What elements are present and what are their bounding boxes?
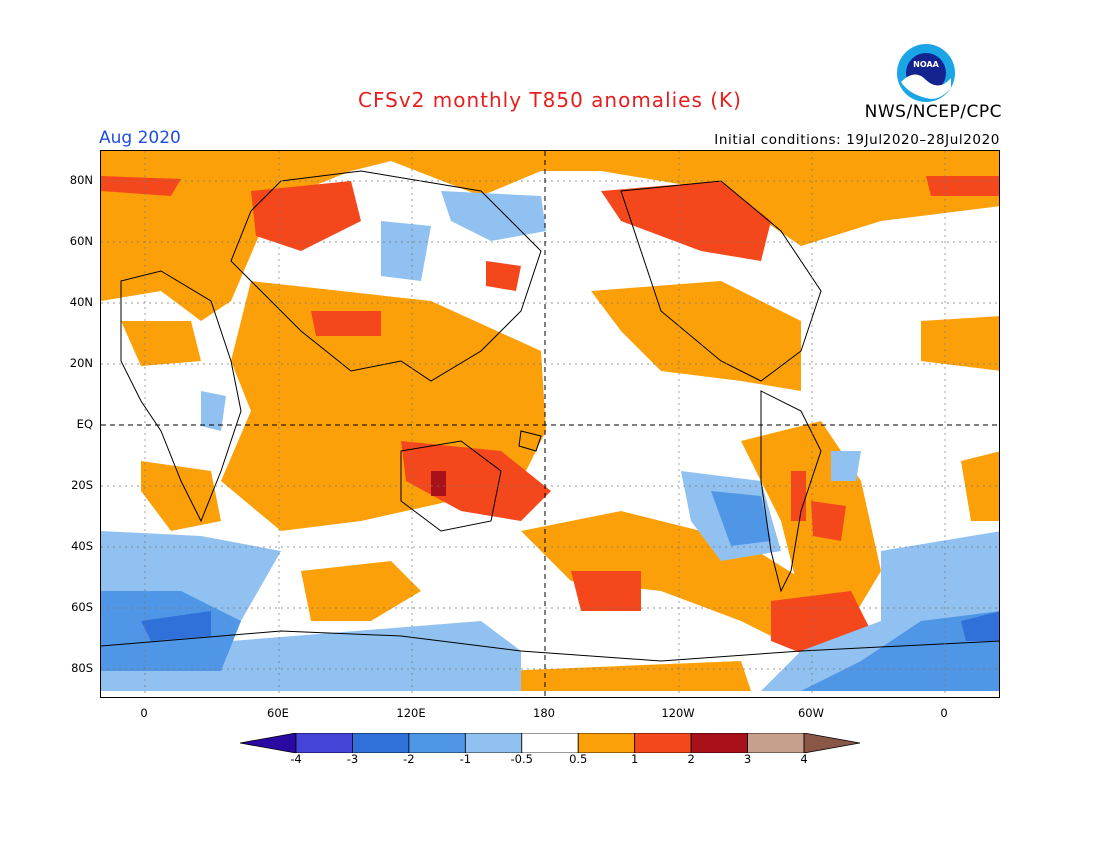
legend-swatch	[634, 732, 692, 754]
lon-tick: 120W	[661, 706, 695, 720]
lat-tick: 80N	[69, 173, 93, 187]
lat-tick: 60N	[69, 234, 93, 248]
lon-tick: 120E	[396, 706, 426, 720]
legend-swatch	[690, 732, 748, 754]
anomaly-fields	[101, 151, 999, 691]
lat-tick: 40N	[69, 295, 93, 309]
legend-label: 3	[743, 752, 752, 766]
legend-label: 1	[630, 752, 639, 766]
legend-swatch	[803, 732, 861, 754]
lon-tick: 0	[940, 706, 948, 720]
lat-tick: EQ	[76, 417, 93, 431]
legend-label: -2	[403, 752, 415, 766]
lon-tick: 60E	[267, 706, 289, 720]
lat-tick: 20N	[69, 356, 93, 370]
legend-swatch	[747, 732, 805, 754]
legend-label: 4	[800, 752, 808, 766]
lon-tick: 180	[533, 706, 555, 720]
anomaly-map	[100, 150, 1000, 698]
legend-swatch	[352, 732, 410, 754]
legend-swatch	[464, 732, 523, 754]
legend-swatch	[408, 732, 466, 754]
legend-label: -1	[459, 752, 472, 766]
legend-label: -0.5	[510, 752, 533, 766]
noaa-logo: NOAA	[895, 42, 957, 104]
noaa-logo-text: NOAA	[913, 60, 939, 69]
organization-label: NWS/NCEP/CPC	[864, 102, 1002, 122]
lat-tick: 60S	[71, 600, 93, 614]
reference-lines	[101, 151, 999, 697]
color-legend	[239, 732, 861, 754]
initial-conditions-label: Initial conditions: 19Jul2020–28Jul2020	[714, 132, 1000, 148]
lat-tick: 20S	[71, 478, 93, 492]
lon-tick: 0	[140, 706, 148, 720]
graticule	[101, 151, 999, 697]
lon-tick: 60W	[797, 706, 824, 720]
valid-month-label: Aug 2020	[99, 128, 181, 148]
lat-tick: 40S	[71, 539, 93, 553]
map-title: CFSv2 monthly T850 anomalies (K)	[358, 88, 742, 112]
legend-swatch	[295, 732, 353, 754]
legend-swatch	[577, 732, 636, 754]
legend-label: -4	[290, 752, 302, 766]
legend-label: 0.5	[569, 752, 588, 766]
legend-swatch	[239, 732, 297, 754]
coastlines	[101, 170, 999, 662]
lat-tick: 80S	[71, 661, 93, 675]
legend-label: -3	[346, 752, 359, 766]
legend-label: 2	[687, 752, 695, 766]
legend-swatch	[521, 732, 579, 754]
